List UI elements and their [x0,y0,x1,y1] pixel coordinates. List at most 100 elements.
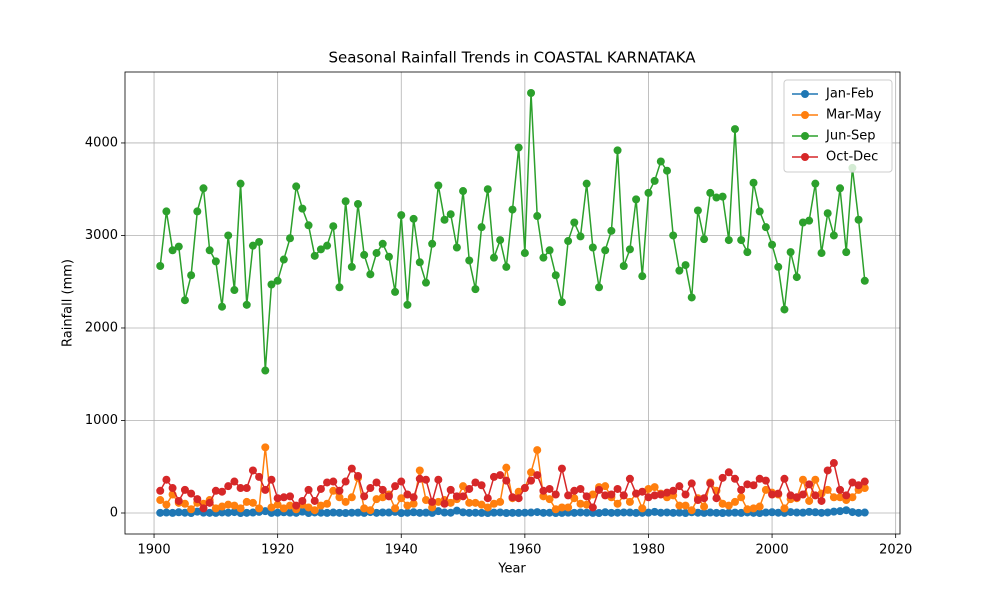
data-point [798,508,807,517]
data-point [650,507,659,516]
data-point [539,486,548,495]
data-point [168,246,177,255]
data-point [520,484,529,493]
y-tick-label: 0 [110,506,118,521]
data-point [323,241,332,250]
data-point [230,477,239,486]
data-point [619,261,628,270]
data-point [366,506,375,515]
data-point [273,508,282,517]
data-point [341,509,350,517]
data-point [675,501,684,510]
data-point [304,485,313,494]
data-point [718,509,727,517]
data-point [533,508,542,517]
data-point [180,508,189,517]
data-point [557,464,566,473]
data-point [700,494,709,503]
data-point [706,508,715,517]
data-point [279,255,288,264]
data-point [755,207,764,216]
data-point [533,212,542,221]
data-point [755,502,764,511]
data-point [836,485,845,494]
data-point [174,242,183,251]
data-point [768,240,777,249]
y-tick-label: 1000 [85,413,118,428]
data-point [316,501,325,510]
data-point [353,508,362,517]
data-point [409,499,418,508]
data-point [836,493,845,502]
data-point [329,486,338,495]
data-point [403,300,412,309]
data-point [347,493,356,502]
data-point [588,490,597,499]
data-point [514,143,523,152]
data-point [570,494,579,503]
data-point [236,179,245,188]
data-point [310,496,319,505]
data-point [681,490,690,499]
data-point [347,508,356,517]
data-point [718,192,727,201]
data-point [242,300,251,309]
data-point [792,273,801,282]
data-point [792,493,801,502]
data-point [780,474,789,483]
data-point [693,508,702,517]
data-point [292,501,301,510]
data-point [199,184,208,193]
data-point [483,503,492,512]
data-point [724,468,733,477]
data-point [774,508,783,517]
data-point [267,475,276,484]
data-point [323,499,332,508]
data-point [477,481,486,490]
data-point [564,237,573,246]
data-point [520,508,529,517]
data-point [452,492,461,501]
data-point [465,498,474,507]
data-point [582,508,591,517]
data-point [180,485,189,494]
data-point [496,497,505,506]
data-point [706,188,715,197]
data-point [700,502,709,511]
data-point [168,484,177,493]
data-point [644,188,653,197]
data-point [360,250,369,259]
x-axis-label: Year [497,562,526,577]
data-point [341,197,350,206]
data-point [551,271,560,280]
data-point [675,266,684,275]
data-point [286,501,295,510]
data-point [353,471,362,480]
data-point [842,491,851,500]
data-point [421,496,430,505]
data-point [440,499,449,508]
data-point [242,484,251,493]
data-point [489,499,498,508]
data-point [632,489,641,498]
data-point [440,508,449,517]
data-point [415,466,424,475]
data-point [687,293,696,302]
data-point [273,500,282,509]
data-point [613,499,622,508]
data-point [675,482,684,491]
data-point [749,178,758,187]
data-point [836,507,845,516]
data-point [224,500,233,509]
data-point [446,485,455,494]
data-point [564,503,573,512]
legend-marker [801,132,809,140]
data-point [378,485,387,494]
data-point [601,491,610,500]
data-point [545,508,554,517]
data-point [817,496,826,505]
data-point [397,509,406,517]
data-point [527,476,536,485]
data-point [372,495,381,504]
data-point [187,271,196,280]
